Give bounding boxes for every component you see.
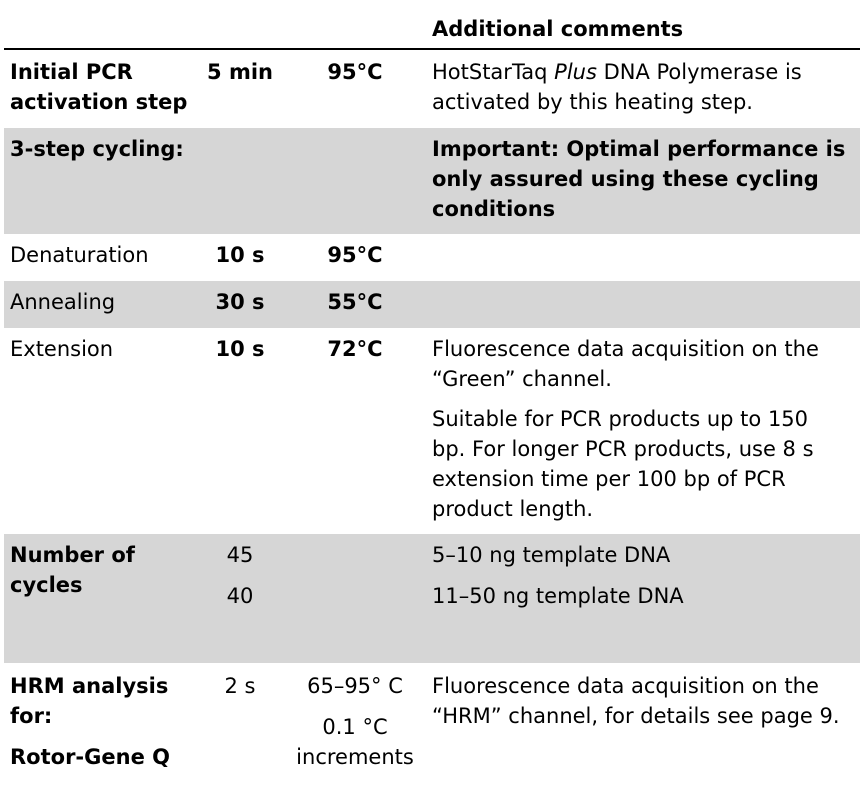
- annealing-time: 30 s: [215, 290, 265, 314]
- denaturation-label: Denaturation: [10, 243, 149, 267]
- initial-temp: 95°C: [327, 60, 383, 84]
- initial-comment-pre: HotStarTaq: [432, 60, 555, 84]
- extension-label: Extension: [10, 337, 114, 361]
- annealing-temp: 55°C: [327, 290, 383, 314]
- initial-comment-italic: Plus: [554, 60, 597, 84]
- cycles-comment-2: 11–50 ng template DNA: [432, 584, 684, 608]
- initial-comment: HotStarTaq Plus DNA Polymerase is activa…: [432, 57, 858, 117]
- annealing-row-band: [4, 281, 860, 328]
- hrm-comment: Fluorescence data acquisition on the “HR…: [432, 674, 840, 728]
- hrm-label-line1: HRM analysis: [10, 674, 169, 698]
- header-rule: [4, 48, 860, 50]
- hrm-temp-increments: increments: [296, 745, 414, 769]
- extension-temp: 72°C: [327, 337, 383, 361]
- cycling-important-note: Important: Optimal performance is only a…: [432, 137, 846, 221]
- hrm-temp-range: 65–95° C: [307, 674, 403, 698]
- initial-step-label-line2: activation step: [10, 90, 188, 114]
- cycles-label-line2: cycles: [10, 573, 83, 597]
- initial-time: 5 min: [207, 60, 273, 84]
- cycles-count-1: 45: [226, 543, 254, 567]
- initial-comment-post: DNA Polymerase is activated by this heat…: [432, 60, 802, 114]
- extension-comment-product-length: Suitable for PCR products up to 150 bp. …: [432, 407, 814, 521]
- hrm-label-line3: Rotor-Gene Q: [10, 745, 170, 769]
- cycles-comment-1: 5–10 ng template DNA: [432, 543, 671, 567]
- cycles-label-line1: Number of: [10, 543, 135, 567]
- hrm-temp-step: 0.1 °C: [322, 715, 388, 739]
- annealing-label: Annealing: [10, 290, 116, 314]
- cycling-row-band: [4, 128, 860, 234]
- cycles-row-band: [4, 534, 860, 663]
- denaturation-time: 10 s: [215, 243, 265, 267]
- cycling-label: 3-step cycling:: [10, 137, 184, 161]
- comments-column-header: Additional comments: [432, 17, 684, 41]
- initial-step-label-line1: Initial PCR: [10, 60, 133, 84]
- extension-comment-acquisition: Fluorescence data acquisition on the “Gr…: [432, 337, 819, 391]
- extension-time: 10 s: [215, 337, 265, 361]
- hrm-label-line2: for:: [10, 704, 53, 728]
- hrm-time: 2 s: [224, 674, 256, 698]
- cycles-count-2: 40: [226, 584, 254, 608]
- denaturation-temp: 95°C: [327, 243, 383, 267]
